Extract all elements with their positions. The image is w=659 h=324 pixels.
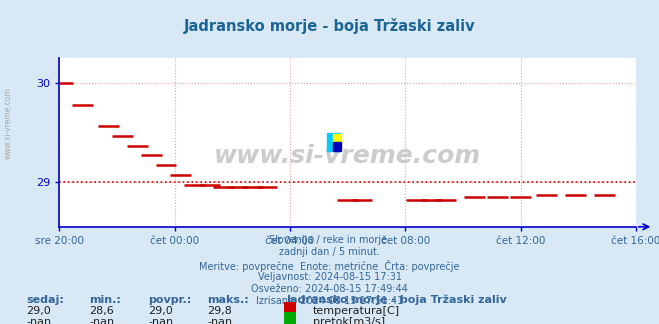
Bar	[333, 142, 341, 151]
Text: www.si-vreme.com: www.si-vreme.com	[3, 87, 13, 159]
Text: pretok[m3/s]: pretok[m3/s]	[313, 317, 385, 324]
Text: -nan: -nan	[26, 317, 51, 324]
Text: Osveženo: 2024-08-15 17:49:44: Osveženo: 2024-08-15 17:49:44	[251, 284, 408, 294]
Text: maks.:: maks.:	[208, 295, 249, 305]
Text: Izrisano: 2024-08-15 17:51:41: Izrisano: 2024-08-15 17:51:41	[256, 296, 403, 307]
Text: temperatura[C]: temperatura[C]	[313, 306, 400, 316]
Text: sedaj:: sedaj:	[26, 295, 64, 305]
Text: 28,6: 28,6	[89, 306, 114, 316]
Text: 29,8: 29,8	[208, 306, 233, 316]
Text: min.:: min.:	[89, 295, 121, 305]
Text: www.si-vreme.com: www.si-vreme.com	[214, 144, 481, 168]
Text: povpr.:: povpr.:	[148, 295, 192, 305]
Text: Meritve: povprečne  Enote: metrične  Črta: povprečje: Meritve: povprečne Enote: metrične Črta:…	[199, 260, 460, 272]
Bar	[328, 133, 340, 151]
Text: Jadransko morje - boja Tržaski zaliv: Jadransko morje - boja Tržaski zaliv	[287, 295, 507, 305]
Text: Slovenija / reke in morje.: Slovenija / reke in morje.	[269, 235, 390, 245]
Text: 29,0: 29,0	[26, 306, 51, 316]
Text: Veljavnost: 2024-08-15 17:31: Veljavnost: 2024-08-15 17:31	[258, 272, 401, 282]
Text: zadnji dan / 5 minut.: zadnji dan / 5 minut.	[279, 247, 380, 257]
Text: Jadransko morje - boja Tržaski zaliv: Jadransko morje - boja Tržaski zaliv	[184, 18, 475, 34]
Text: -nan: -nan	[89, 317, 114, 324]
Text: 29,0: 29,0	[148, 306, 173, 316]
Bar	[333, 134, 341, 145]
Text: -nan: -nan	[148, 317, 173, 324]
Text: -nan: -nan	[208, 317, 233, 324]
